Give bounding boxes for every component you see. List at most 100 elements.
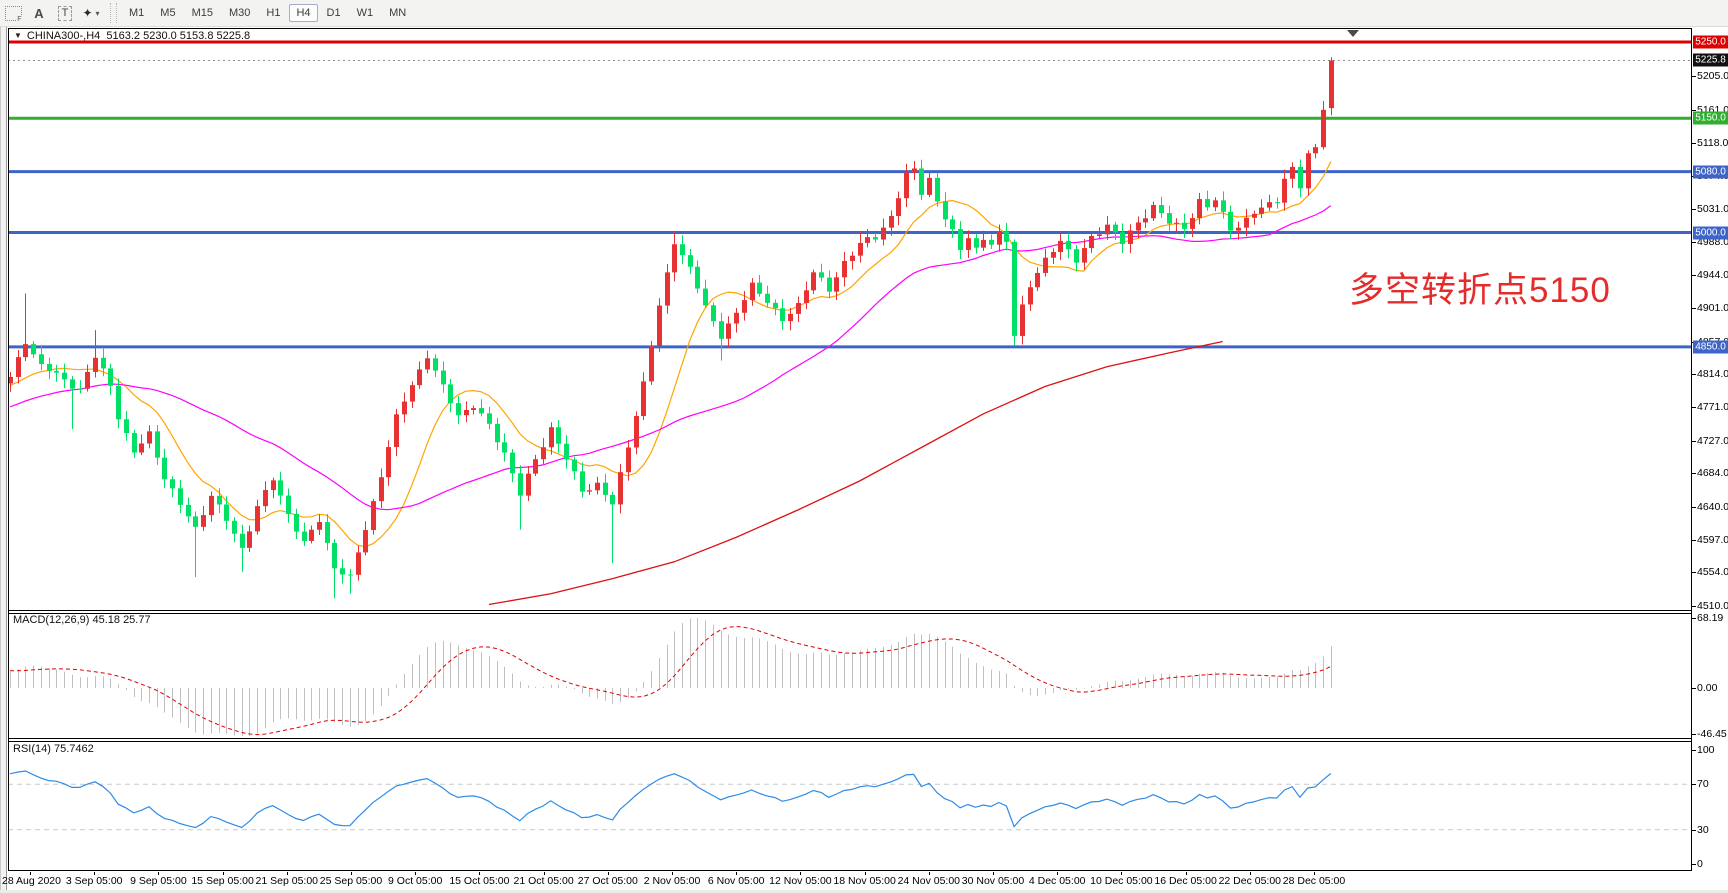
price-tick-label: 5118.0 xyxy=(1697,136,1728,149)
rsi-scale-label: 100 xyxy=(1697,744,1715,756)
timeframe-button-m15[interactable]: M15 xyxy=(191,7,213,19)
timeframe-button-m5[interactable]: M5 xyxy=(160,7,176,19)
time-label: 24 Nov 05:00 xyxy=(897,875,961,887)
macd-scale-label: 0.00 xyxy=(1697,682,1718,694)
price-tick-label: 4814.0 xyxy=(1697,368,1728,381)
dotted-grid-icon: F xyxy=(4,5,22,23)
time-label: 21 Oct 05:00 xyxy=(513,875,574,887)
time-tick xyxy=(1314,872,1315,875)
price-tick xyxy=(1692,109,1696,111)
time-tick xyxy=(222,872,224,875)
price-tick xyxy=(1692,208,1696,210)
time-tick xyxy=(1057,872,1059,875)
time-label: 27 Oct 05:00 xyxy=(577,875,638,887)
time-label: 12 Nov 05:00 xyxy=(769,875,832,887)
chart-annotation-text[interactable]: 多空转折点5150 xyxy=(1349,271,1611,310)
time-tick xyxy=(672,872,673,875)
price-badge-5150.0: 5150.0 xyxy=(1693,111,1728,125)
time-tick xyxy=(607,872,609,875)
statusbar-strip xyxy=(0,890,1728,893)
price-tick-label: 4944.0 xyxy=(1697,269,1728,282)
price-tick xyxy=(1692,688,1696,689)
chart-canvas[interactable] xyxy=(8,28,1692,872)
font-a-icon: A xyxy=(34,5,44,21)
price-tick xyxy=(1692,241,1696,243)
time-tick xyxy=(351,872,352,875)
time-label: 22 Dec 05:00 xyxy=(1218,875,1282,887)
timeframe-button-m30[interactable]: M30 xyxy=(228,7,251,19)
time-tick xyxy=(543,872,545,875)
price-tick xyxy=(1692,750,1696,751)
price-tick xyxy=(1692,733,1696,735)
macd-scale-label: 68.19 xyxy=(1697,612,1724,624)
timeframe-button-w1[interactable]: W1 xyxy=(356,7,374,19)
text-t-icon: T xyxy=(57,5,73,21)
macd-panel xyxy=(10,618,1332,736)
ma-slow-line xyxy=(488,340,1223,606)
toolbar: F A T ✦ ▾ M1 M5 M15 M30 H1 H4 D1 W1 MN xyxy=(0,0,1728,27)
shapes-star-icon: ✦ xyxy=(82,6,93,20)
price-tick-label: 4510.0 xyxy=(1697,600,1728,612)
ohlc-values: 5163.2 5230.0 5153.8 5225.8 xyxy=(106,30,251,42)
time-tick xyxy=(993,872,994,875)
time-tick xyxy=(736,872,738,875)
chart-shift-marker-icon[interactable] xyxy=(1347,30,1359,37)
rsi-value: 75.7462 xyxy=(53,743,94,755)
text-label-tool-button[interactable]: T xyxy=(54,2,76,24)
time-tick xyxy=(864,872,866,875)
price-tick xyxy=(1692,784,1696,786)
price-tick xyxy=(1692,506,1696,508)
price-tick xyxy=(1692,864,1696,865)
price-tick-label: 4597.0 xyxy=(1697,533,1728,546)
rsi-scale-label: 30 xyxy=(1697,823,1709,836)
time-axis[interactable]: 28 Aug 2020 3 Sep 05:00 9 Sep 05:00 15 Sep … xyxy=(2,872,1692,889)
time-tick xyxy=(286,872,288,875)
ma-fast-line xyxy=(9,161,1332,548)
timeframe-button-m1[interactable]: M1 xyxy=(129,7,145,19)
toolbar-separator xyxy=(110,3,117,23)
time-tick xyxy=(94,872,96,875)
font-tool-button[interactable]: A xyxy=(28,2,50,24)
price-tick xyxy=(1692,440,1696,442)
price-badge-5225.8: 5225.8 xyxy=(1693,53,1728,67)
price-tick-label: 4640.0 xyxy=(1697,500,1728,513)
ma-mid-line xyxy=(9,205,1332,511)
rsi-scale-label: 70 xyxy=(1697,778,1709,791)
price-tick xyxy=(1692,539,1696,541)
macd-signal-line xyxy=(10,625,1332,736)
time-label: 3 Sep 05:00 xyxy=(65,875,123,887)
shapes-tool-button[interactable]: ✦ ▾ xyxy=(80,2,102,24)
time-label: 10 Dec 05:00 xyxy=(1090,875,1153,887)
time-label: 15 Oct 05:00 xyxy=(449,875,510,887)
macd-scale-label: -46.45 xyxy=(1697,727,1727,740)
symbol-dropdown-icon[interactable]: ▼ xyxy=(14,31,22,40)
price-badge-5000.0: 5000.0 xyxy=(1693,226,1728,240)
time-tick xyxy=(30,872,31,875)
price-tick-label: 5205.0 xyxy=(1697,70,1728,83)
time-tick xyxy=(1249,872,1251,875)
time-tick xyxy=(1185,872,1187,875)
price-tick xyxy=(1692,142,1696,144)
timeframe-button-d1[interactable]: D1 xyxy=(326,7,341,19)
time-label: 21 Sep 05:00 xyxy=(255,875,319,887)
grid-properties-button[interactable]: F xyxy=(2,2,24,24)
time-label: 15 Sep 05:00 xyxy=(191,875,254,887)
time-label: 28 Aug 2020 xyxy=(2,875,61,887)
chart-title: ▼ CHINA300-,H4 5163.2 5230.0 5153.8 5225.… xyxy=(14,30,250,42)
price-tick xyxy=(1692,307,1696,309)
time-label: 25 Sep 05:00 xyxy=(319,875,383,887)
timeframe-button-h4[interactable]: H4 xyxy=(289,4,318,22)
time-label: 30 Nov 05:00 xyxy=(961,875,1025,887)
time-label: 16 Dec 05:00 xyxy=(1154,875,1217,887)
symbol-period-label: CHINA300-,H4 xyxy=(26,30,101,42)
time-tick xyxy=(479,872,481,875)
rsi-indicator-label: RSI(14) 75.7462 xyxy=(13,743,94,755)
price-tick-label: 4727.0 xyxy=(1697,434,1728,447)
time-tick xyxy=(928,872,930,875)
price-axis[interactable]: 5205.05161.05118.05074.05031.04988.04944… xyxy=(1692,27,1728,872)
time-label: 28 Dec 05:00 xyxy=(1282,875,1346,887)
timeframe-button-h1[interactable]: H1 xyxy=(266,7,281,19)
timeframe-button-mn[interactable]: MN xyxy=(389,7,407,19)
price-tick-label: 4554.0 xyxy=(1697,566,1728,579)
